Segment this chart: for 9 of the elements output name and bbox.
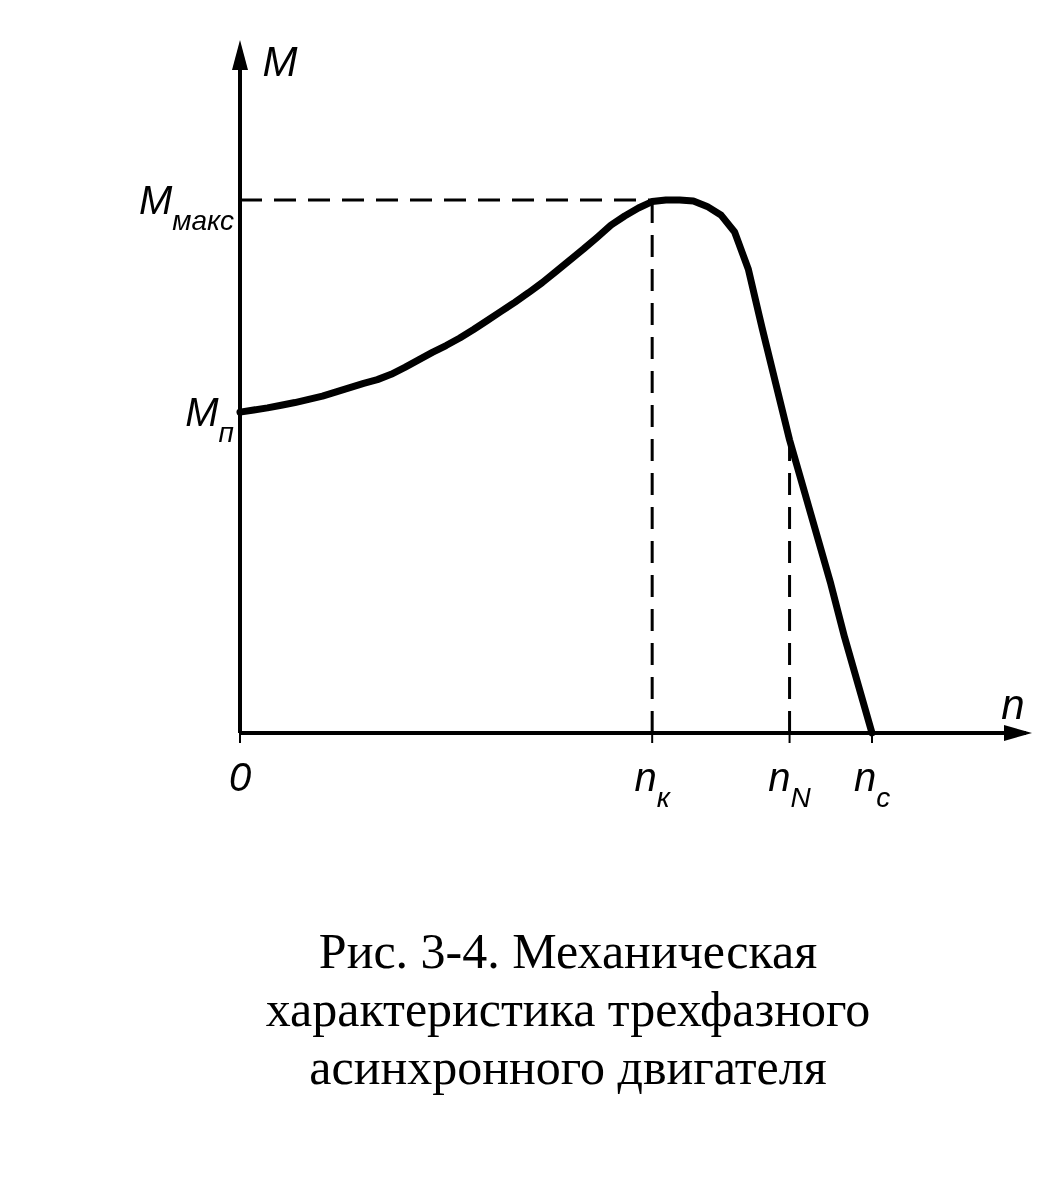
x-tick-label: n$_{N}$: [768, 755, 812, 813]
x-tick-label: n$_{к}$: [634, 755, 672, 813]
text: Рис. 3-4. Механическая характеристика трехфазного асинхронного двигателя: [265, 923, 871, 1095]
annotation: M$_{п}$: [185, 390, 234, 448]
ref-line-label: M$_{макс}$: [138, 178, 234, 236]
x-axis-title: n: [1001, 681, 1025, 728]
x-tick-label: 0: [228, 755, 252, 799]
x-tick-label: n$_{c}$: [853, 755, 891, 813]
y-axis-title: M: [262, 38, 298, 85]
